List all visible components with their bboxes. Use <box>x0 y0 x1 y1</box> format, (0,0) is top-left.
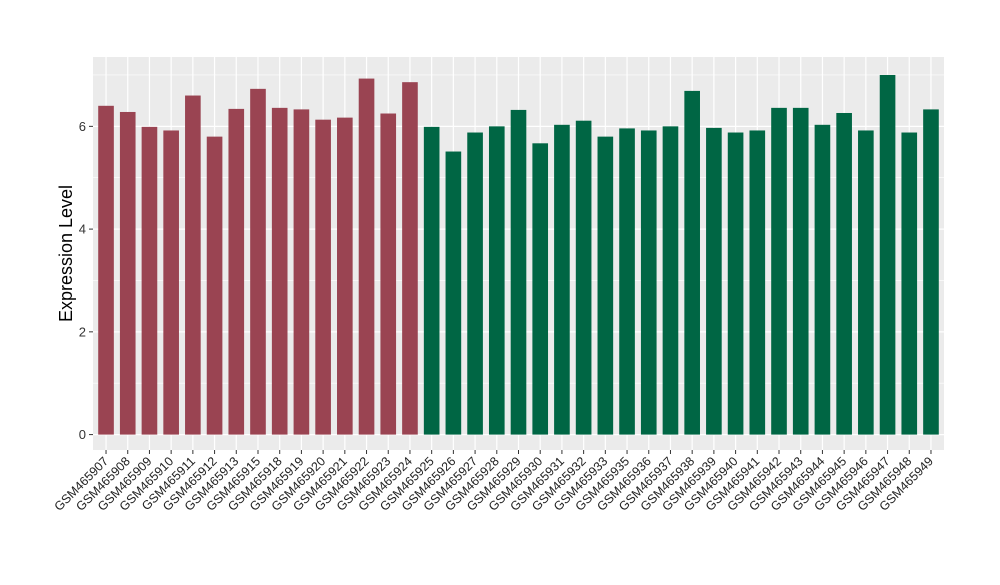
bar-GSM465935 <box>619 128 635 435</box>
bar-GSM465940 <box>727 132 744 435</box>
bar-GSM465910 <box>163 130 179 435</box>
bar-GSM465928 <box>488 126 505 435</box>
bar-GSM465925 <box>423 126 440 435</box>
bar-GSM465936 <box>640 130 657 435</box>
bar-GSM465923 <box>380 113 397 435</box>
bar-GSM465911 <box>185 95 201 435</box>
bar-GSM465913 <box>228 108 245 435</box>
bar-GSM465942 <box>771 107 787 435</box>
bar-GSM465919 <box>293 109 310 435</box>
x-axis: GSM465907GSM465908GSM465909GSM465910GSM4… <box>52 450 936 514</box>
bar-GSM465921 <box>337 117 353 435</box>
bar-GSM465918 <box>271 107 288 435</box>
bar-GSM465930 <box>532 143 549 435</box>
bar-GSM465939 <box>706 127 722 435</box>
y-axis: 0 2 4 6 <box>79 119 93 442</box>
bars <box>98 74 939 435</box>
bar-GSM465920 <box>315 119 331 435</box>
bar-GSM465912 <box>206 136 223 435</box>
bar-GSM465947 <box>879 74 896 435</box>
y-tick-label: 6 <box>79 119 86 134</box>
bar-GSM465931 <box>554 124 570 435</box>
bar-GSM465946 <box>858 130 874 435</box>
bar-GSM465924 <box>402 82 418 435</box>
bar-GSM465941 <box>749 130 766 435</box>
bar-GSM465908 <box>119 111 136 435</box>
bar-GSM465938 <box>684 90 700 435</box>
y-tick-label: 2 <box>79 324 86 339</box>
bar-GSM465915 <box>250 88 266 435</box>
bar-GSM465945 <box>836 112 852 435</box>
bar-GSM465943 <box>792 107 809 435</box>
bar-GSM465944 <box>814 124 831 435</box>
bar-GSM465907 <box>98 105 114 435</box>
bar-GSM465937 <box>662 126 679 435</box>
bar-GSM465929 <box>510 109 527 435</box>
bar-GSM465909 <box>141 126 158 435</box>
bar-GSM465933 <box>597 136 614 435</box>
y-axis-title: Expression Level <box>56 185 76 322</box>
y-tick-label: 0 <box>79 427 86 442</box>
bar-GSM465927 <box>467 132 483 435</box>
bar-GSM465949 <box>923 109 939 435</box>
bar-GSM465926 <box>445 151 462 435</box>
bar-GSM465932 <box>575 120 592 435</box>
bar-GSM465948 <box>901 132 918 435</box>
y-tick-label: 4 <box>79 222 86 237</box>
bar-GSM465922 <box>358 78 375 435</box>
